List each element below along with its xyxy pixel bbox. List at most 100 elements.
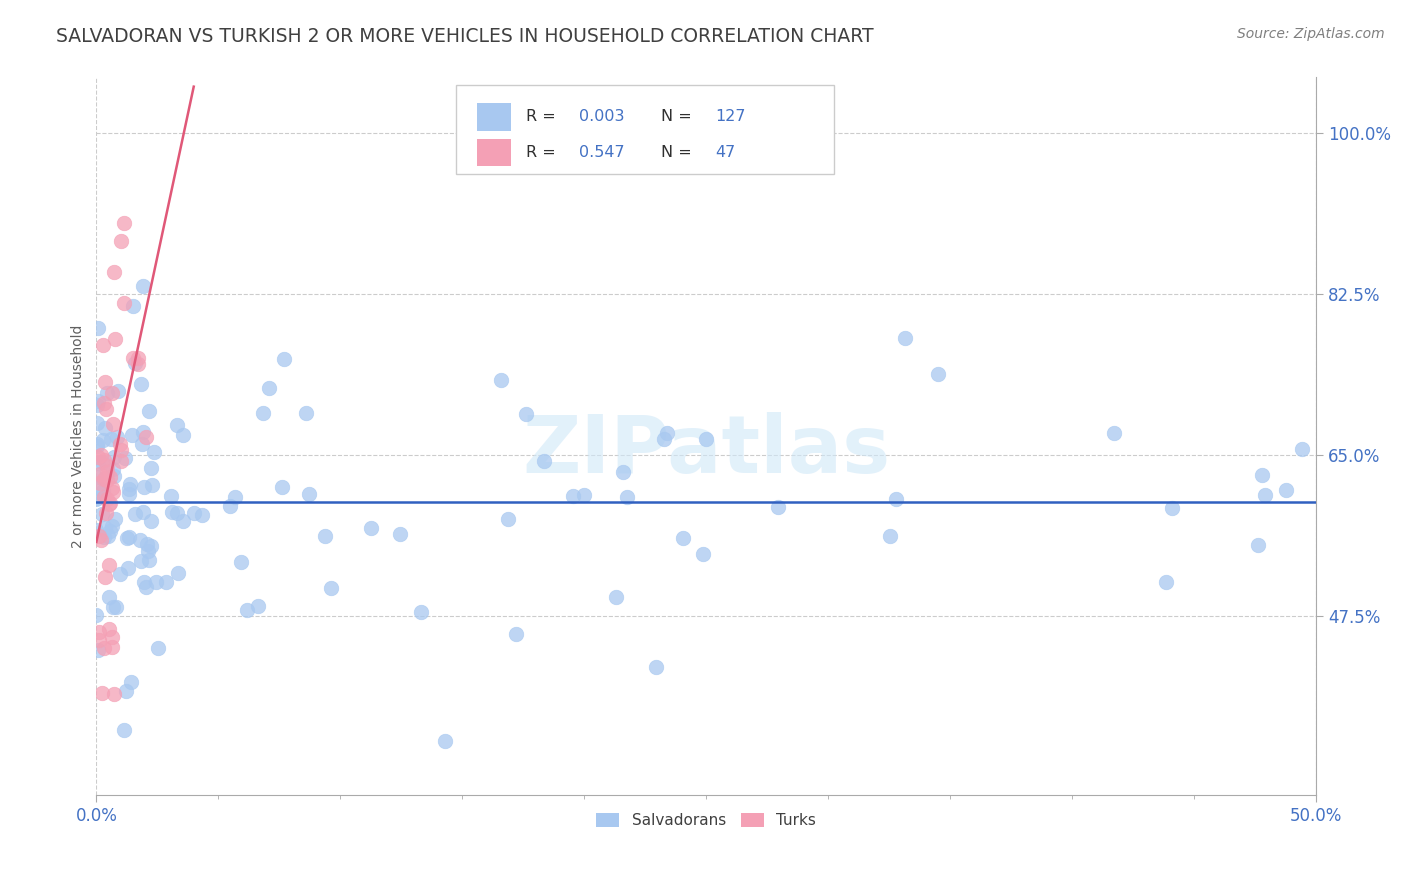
Point (87, 456, 110, 470)
Point (97, 497, 120, 511)
Point (118, 482, 141, 496)
Point (218, 499, 240, 513)
Point (96, 386, 118, 401)
Point (652, 432, 675, 446)
Point (103, 417, 125, 431)
Point (229, 555, 252, 569)
Point (172, 428, 194, 442)
Point (108, 436, 131, 450)
Point (136, 543, 159, 558)
Point (433, 734, 456, 748)
Point (1254, 488, 1277, 502)
Text: N =: N = (661, 145, 697, 161)
Point (94, 421, 117, 435)
Point (103, 265, 125, 279)
Point (612, 465, 634, 479)
Point (91, 433, 114, 447)
Point (86, 439, 108, 453)
Point (121, 299, 143, 313)
Point (86, 417, 108, 431)
Point (114, 450, 136, 465)
Point (118, 477, 141, 491)
Point (127, 351, 149, 365)
Point (166, 506, 188, 520)
Point (141, 539, 163, 553)
Point (224, 491, 246, 505)
Point (105, 600, 128, 615)
Point (86, 491, 108, 505)
Point (90, 533, 112, 548)
Point (93, 490, 115, 504)
Point (145, 574, 167, 589)
Point (93, 452, 115, 467)
Point (167, 566, 190, 580)
Y-axis label: 2 or more Vehicles in Household: 2 or more Vehicles in Household (72, 325, 86, 548)
Point (118, 487, 141, 501)
Point (86, 608, 108, 623)
Point (879, 529, 901, 543)
Point (139, 460, 162, 475)
Text: 0.003: 0.003 (579, 110, 624, 124)
Point (183, 506, 205, 520)
Text: ZIPatlas: ZIPatlas (522, 412, 890, 490)
Point (645, 660, 668, 674)
Point (98, 524, 121, 538)
Point (118, 530, 141, 544)
Point (108, 566, 131, 581)
Point (655, 426, 678, 441)
Text: 0.547: 0.547 (579, 145, 626, 161)
Point (294, 406, 316, 420)
Point (271, 480, 294, 494)
Point (86, 398, 108, 412)
Point (98, 496, 121, 510)
Point (1102, 425, 1125, 440)
Point (533, 453, 555, 467)
Point (96, 458, 118, 473)
Point (132, 505, 155, 519)
Point (86, 470, 108, 484)
Point (136, 537, 159, 551)
Point (496, 512, 519, 526)
Bar (477, 103, 512, 130)
Point (411, 605, 433, 619)
Point (159, 489, 181, 503)
Point (1291, 442, 1313, 457)
Point (97, 529, 120, 543)
Point (90, 448, 112, 462)
Point (252, 406, 274, 420)
Point (86, 321, 108, 335)
Point (605, 590, 627, 604)
Point (107, 384, 129, 398)
Point (172, 514, 194, 528)
Point (98, 591, 121, 605)
Point (927, 367, 949, 381)
Point (388, 527, 411, 541)
Point (94, 507, 117, 521)
Point (1154, 574, 1177, 589)
Point (87, 529, 110, 543)
Point (90, 507, 112, 521)
Point (112, 295, 135, 310)
Point (89, 476, 111, 491)
Point (155, 574, 177, 589)
Point (236, 603, 259, 617)
Point (110, 234, 132, 248)
Text: 47: 47 (714, 145, 735, 161)
Point (129, 554, 152, 568)
Point (561, 489, 583, 503)
Point (141, 478, 163, 492)
Point (110, 442, 132, 457)
Point (257, 381, 280, 395)
Point (298, 487, 321, 501)
Point (110, 454, 132, 468)
Point (247, 599, 270, 613)
Point (1250, 467, 1272, 482)
Point (515, 407, 537, 421)
Point (124, 507, 146, 521)
Point (138, 403, 160, 417)
Point (103, 599, 125, 614)
Point (97, 558, 120, 572)
Point (93, 396, 115, 410)
Point (103, 461, 125, 475)
Point (86, 437, 108, 451)
